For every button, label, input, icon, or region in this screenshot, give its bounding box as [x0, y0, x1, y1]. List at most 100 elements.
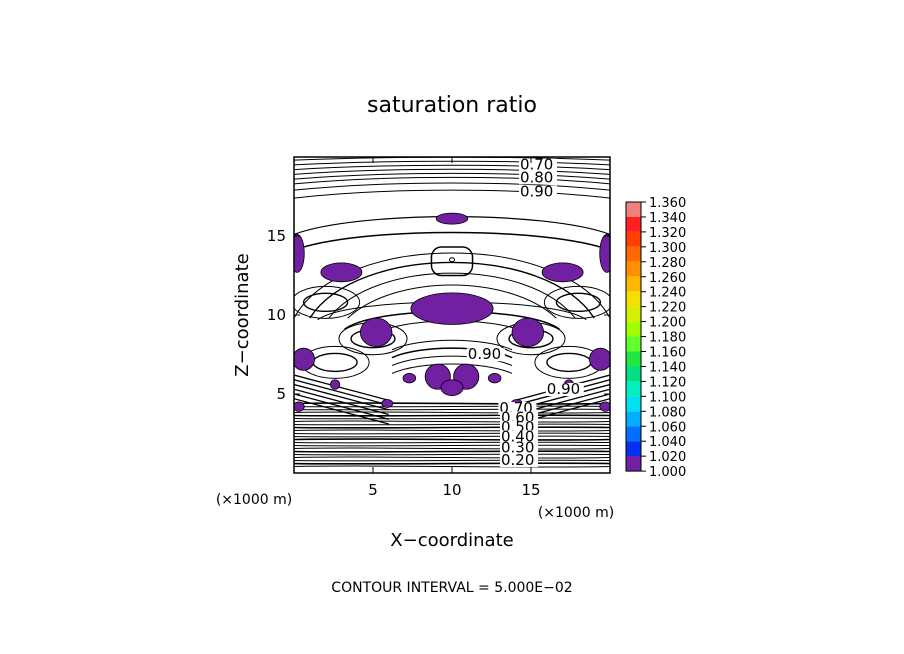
contour-line [294, 435, 610, 438]
colorbar-swatch [626, 216, 641, 232]
contour-line [555, 292, 602, 313]
supersaturated-region [410, 292, 494, 325]
x-axis-label: X−coordinate [390, 530, 513, 551]
contour-line [294, 420, 610, 423]
contour-line [294, 417, 610, 420]
contour-line [294, 379, 389, 406]
contour-line [294, 182, 610, 191]
contour-line [309, 261, 595, 319]
colorbar-label: 1.280 [649, 256, 686, 271]
contour-label-bg [466, 348, 505, 362]
colorbar-swatch [626, 411, 641, 427]
colorbar-label: 1.020 [649, 450, 686, 465]
supersaturated-region [541, 262, 584, 283]
colorbar-swatch [626, 231, 641, 247]
contour-line [294, 285, 361, 319]
contour-label-bg [499, 430, 538, 444]
colorbar-label: 1.320 [649, 226, 686, 241]
contour-line [294, 441, 610, 444]
supersaturated-region [359, 317, 393, 348]
contour-label-bg [518, 158, 557, 172]
contour-line [294, 408, 610, 411]
colorbar-label: 1.160 [649, 346, 686, 361]
supersaturated-region [402, 373, 417, 384]
contour-label: 0.90 [520, 183, 553, 201]
contour-label-bg [518, 185, 557, 199]
colorbar-swatch [626, 246, 641, 262]
y-tick-label: 5 [276, 385, 286, 403]
supersaturated-region [599, 401, 610, 412]
contour-line [449, 257, 455, 263]
contour-line [430, 246, 474, 277]
contour-line [294, 374, 389, 401]
colorbar-label: 1.200 [649, 316, 686, 331]
supersaturated-region [440, 379, 464, 396]
contour-line [294, 172, 610, 180]
colorbar-label: 1.060 [649, 420, 686, 435]
contour-line [294, 252, 610, 319]
contour-label: 0.40 [501, 427, 534, 445]
colorbar-label: 1.140 [649, 360, 686, 375]
contour-line [328, 272, 576, 319]
colorbar-swatch [626, 321, 641, 337]
colorbar-swatch [626, 261, 641, 277]
contour-label: 0.90 [468, 345, 501, 363]
colorbar-swatch [626, 202, 641, 217]
contour-line [294, 429, 610, 432]
colorbar-label: 1.120 [649, 375, 686, 390]
colorbar-swatch [626, 306, 641, 322]
colorbar-swatch [626, 426, 641, 442]
contour-line [302, 292, 349, 313]
contour-lines [294, 157, 610, 468]
supersaturated-region [599, 234, 610, 273]
contour-line [294, 438, 610, 441]
x-tick-label: 10 [442, 481, 461, 499]
contour-line [391, 363, 513, 374]
contour-line [294, 459, 610, 462]
y-tick-label: 15 [267, 227, 286, 245]
contour-line [294, 383, 389, 411]
contour-line [294, 453, 610, 456]
colorbar-swatch [626, 336, 641, 352]
contour-line [294, 450, 610, 453]
contour-line [294, 414, 610, 417]
y-unit-label: (×1000 m) [538, 505, 614, 521]
contour-line [294, 231, 610, 251]
supersaturated-region [329, 379, 341, 390]
contour-line [294, 444, 610, 447]
supersaturated-region [487, 373, 502, 384]
contour-line [294, 164, 610, 171]
contour-label-bg [518, 171, 557, 185]
supersaturated-region [589, 347, 610, 371]
contour-label: 0.90 [547, 380, 580, 398]
colorbar-label: 1.000 [649, 465, 686, 480]
contour-label: 0.30 [501, 438, 534, 456]
contour-line [294, 176, 610, 185]
colorbar-swatch [626, 396, 641, 412]
contour-line [347, 284, 557, 319]
contour-line [294, 388, 389, 416]
colorbar-label: 1.260 [649, 271, 686, 286]
contour-line [294, 423, 610, 426]
colorbar-label: 1.040 [649, 435, 686, 450]
colorbar-label: 1.340 [649, 211, 686, 226]
colorbar-label: 1.300 [649, 241, 686, 256]
colorbar-swatch [626, 381, 641, 397]
contour-label: 0.20 [501, 451, 534, 469]
contour-line [294, 462, 610, 465]
colorbar-swatch [626, 276, 641, 292]
contour-label: 0.70 [520, 156, 553, 174]
y-axis-label: Z−coordinate [232, 253, 253, 376]
colorbar-label: 1.360 [649, 196, 686, 211]
contour-label-bg [545, 383, 584, 396]
contour-line [294, 426, 610, 429]
supersaturated-region [294, 401, 305, 412]
contour-line [294, 168, 610, 175]
contour-line [294, 411, 610, 414]
x-tick-label: 5 [368, 481, 378, 499]
contour-label-bg [499, 454, 538, 468]
contour-label-bg [499, 441, 538, 455]
supersaturated-region [381, 399, 394, 408]
supersaturated-region [320, 262, 363, 283]
